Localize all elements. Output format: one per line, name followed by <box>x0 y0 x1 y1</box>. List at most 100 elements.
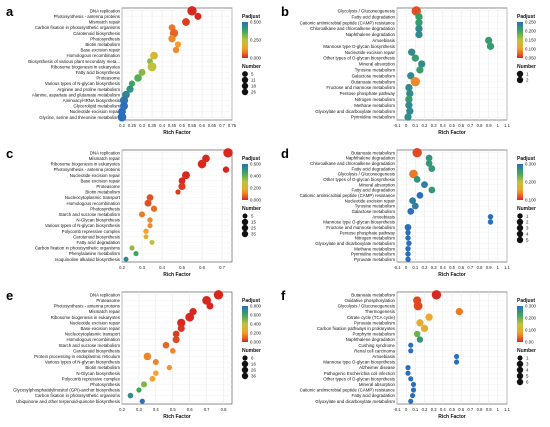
data-point <box>487 213 494 220</box>
category-label: Mineral absorption <box>359 182 396 187</box>
category-label: Cationic antimicrobial peptide (CAMP) re… <box>300 388 396 393</box>
data-point <box>405 95 413 104</box>
data-point <box>416 336 424 343</box>
x-tick-label: 0.3 <box>431 123 437 128</box>
category-label: Nitrogen metabolism <box>355 97 396 102</box>
category-label: Base excision repair <box>80 326 120 331</box>
category-label: Cushing syndrome <box>358 343 395 348</box>
category-label: Glycolysis / Gluconeogenesis <box>338 304 396 309</box>
category-label: Glycosylphosphatidylinositol (GPI)-ancho… <box>13 388 121 393</box>
data-point <box>146 194 154 201</box>
category-label: Pentose phosphate pathway <box>340 91 396 96</box>
panel-letter-c: c <box>6 146 13 161</box>
colorbar <box>517 164 523 200</box>
category-label: Glycerolipid metabolism <box>73 104 120 109</box>
data-point <box>223 148 233 158</box>
category-label: Fatty acid degradation <box>352 188 396 193</box>
panel-b: b -0.1 0 0.1 0.2 0.3 0.4 0.5 0.6 0.7 0.8 0.9 1 1.1 Ric… <box>281 4 537 136</box>
color-legend-title: Padjust <box>242 14 260 20</box>
data-point <box>150 205 158 212</box>
category-label: DNA replication <box>90 8 121 13</box>
category-label: Homologous recombination <box>67 337 121 342</box>
size-legend-label: 3 <box>526 226 529 231</box>
color-legend-title: Padjust <box>517 298 535 304</box>
category-label: Pyrimidine metabolism <box>351 115 396 120</box>
data-point <box>413 301 423 311</box>
category-label: Mismatch repair <box>89 156 121 161</box>
size-legend-dot <box>241 372 249 380</box>
data-point <box>411 54 419 62</box>
colorbar-tick-label: 0.200 <box>525 180 537 185</box>
category-label: Arginine and proline metabolism <box>57 87 120 92</box>
category-label: Pentose phosphate pathway <box>340 230 396 235</box>
data-point <box>177 324 185 332</box>
category-label: N-Glycan biosynthesis <box>76 371 120 376</box>
category-label: Mannose type O-glycan biosynthesis <box>323 360 396 365</box>
size-legend-dot <box>516 224 524 232</box>
data-point <box>147 217 153 223</box>
data-point <box>182 18 190 26</box>
data-point <box>123 256 129 262</box>
category-label: N-Glycan biosynthesis <box>76 218 120 223</box>
size-legend-label: 4 <box>526 232 529 237</box>
category-label: Various types of N-glycan biosynthesis <box>45 223 121 228</box>
category-label: Naphthalene degradation <box>346 32 396 37</box>
category-label: Galactose metabolism <box>352 73 396 78</box>
data-point <box>405 256 411 263</box>
data-point <box>172 336 180 344</box>
x-tick-label: 1.1 <box>504 123 510 128</box>
category-label: Photosynthesis - antenna proteins <box>54 14 121 19</box>
x-tick-label: 0.6 <box>458 407 464 412</box>
colorbar-tick-label: 0.000 <box>250 56 262 61</box>
colorbar <box>242 306 248 342</box>
colorbar-tick-label: 0.300 <box>525 304 537 309</box>
color-legend-title: Padjust <box>517 156 535 162</box>
category-label: Mismatch repair <box>89 309 121 314</box>
x-tick-label: 0.6 <box>199 123 205 128</box>
size-legend-label: 2 <box>526 220 529 225</box>
panel-letter-a: a <box>6 4 14 19</box>
x-tick-label: 0.7 <box>467 265 473 270</box>
size-legend-dot <box>517 355 523 361</box>
size-legend-label: 16 <box>251 362 256 367</box>
size-legend-label: 5 <box>251 72 254 77</box>
category-label: Other types of O-glycan biosynthesis <box>323 376 396 381</box>
x-tick-label: 0.6 <box>458 123 464 128</box>
x-tick-label: 0.4 <box>440 123 446 128</box>
category-label: Fatty acid degradation <box>352 14 396 19</box>
category-label: Methane metabolism <box>354 246 395 251</box>
data-point <box>409 169 418 179</box>
category-label: Nucleotide excision repair <box>70 173 121 178</box>
data-point <box>410 76 421 87</box>
size-legend-title: Number <box>242 206 261 212</box>
data-point <box>147 223 153 229</box>
data-point <box>405 83 413 92</box>
category-label: Mismatch repair <box>89 20 121 25</box>
data-point <box>409 197 416 205</box>
category-label: Renal cell carcinoma <box>354 348 395 353</box>
size-legend-dot <box>516 236 524 244</box>
x-tick-label: -0.1 <box>393 265 401 270</box>
colorbar-tick-label: 0.150 <box>525 38 537 43</box>
category-label: DNA replication <box>90 292 121 297</box>
x-tick-label: 0.5 <box>170 407 176 412</box>
category-label: Fatty acid degradation <box>352 393 396 398</box>
data-point <box>415 30 423 39</box>
category-label: Photosynthesis <box>90 206 121 211</box>
colorbar <box>242 164 248 200</box>
x-tick-label: 0.5 <box>179 265 185 270</box>
x-tick-label: 1.1 <box>504 407 510 412</box>
x-tick-label: 0.5 <box>179 123 185 128</box>
size-legend-label: 3 <box>526 362 529 367</box>
colorbar-tick-label: 0.250 <box>250 38 262 43</box>
x-tick-label: 0.9 <box>486 265 492 270</box>
colorbar-tick-label: 0.250 <box>525 20 537 25</box>
data-point <box>413 330 421 338</box>
category-label: Amoebiasis <box>372 38 395 43</box>
x-tick-label: 0.2 <box>422 407 428 412</box>
x-tick-label: 0.2 <box>422 123 428 128</box>
x-tick-label: 0.5 <box>449 407 455 412</box>
category-label: Ribosome biogenesis in eukaryotes <box>51 315 121 320</box>
category-label: Nucleocytoplasmic transport <box>65 332 121 337</box>
category-label: Starch and sucrose metabolism <box>59 343 121 348</box>
